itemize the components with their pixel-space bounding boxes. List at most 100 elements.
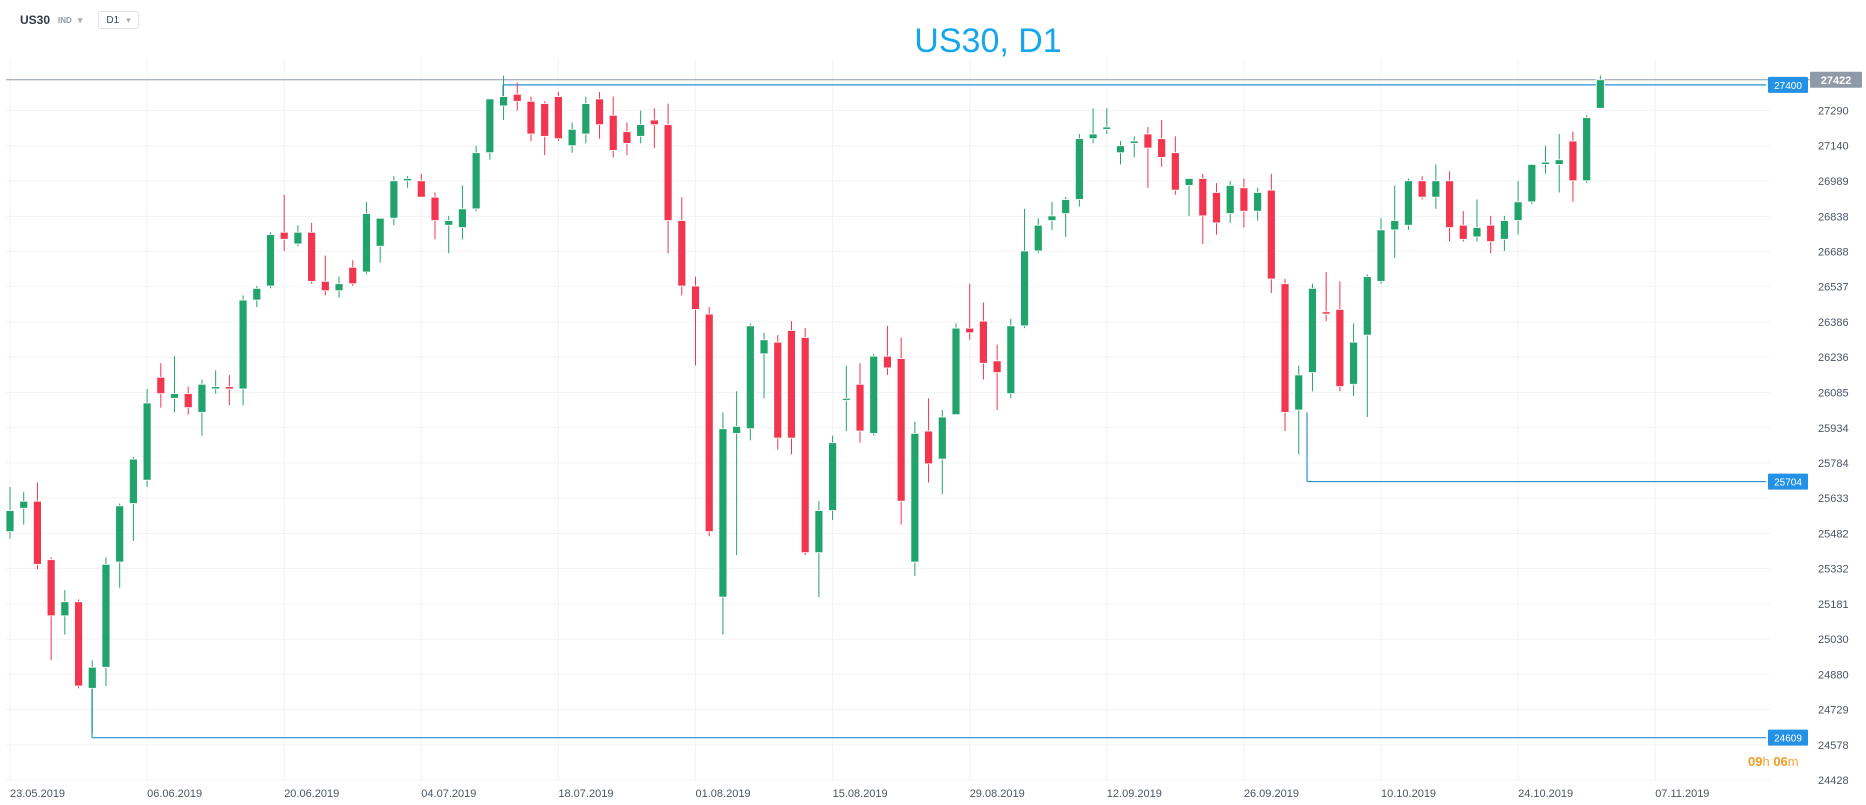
candle-body bbox=[60, 601, 70, 617]
candle-body bbox=[156, 376, 166, 395]
candle-body bbox=[115, 505, 125, 563]
candle-body bbox=[554, 96, 563, 140]
candle-body bbox=[910, 432, 920, 563]
candle-body bbox=[170, 393, 179, 399]
candle-body bbox=[1074, 138, 1084, 200]
candle-body bbox=[1513, 201, 1523, 221]
candle-body bbox=[1116, 145, 1125, 154]
grid-layer bbox=[6, 58, 1770, 781]
candle-body bbox=[1033, 224, 1043, 252]
candle-body bbox=[869, 355, 879, 434]
chart-title: US30, D1 bbox=[914, 22, 1061, 60]
candle-body bbox=[1102, 126, 1112, 130]
candle-body bbox=[1129, 140, 1139, 144]
x-axis-tick-label: 29.08.2019 bbox=[970, 788, 1025, 800]
candle-body bbox=[924, 430, 933, 465]
y-axis-tick-label: 25332 bbox=[1818, 564, 1849, 576]
candle-body bbox=[1527, 164, 1537, 203]
timer-minute-unit: m bbox=[1787, 754, 1799, 769]
candle-body bbox=[745, 325, 755, 430]
candle-body bbox=[197, 383, 207, 413]
candle-body bbox=[1458, 224, 1468, 240]
candle-body bbox=[403, 178, 412, 182]
candle-body bbox=[1404, 180, 1413, 226]
candle-body bbox=[1184, 178, 1194, 186]
price-level-label: 25704 bbox=[1774, 478, 1802, 489]
candle-body bbox=[526, 100, 536, 135]
candle-body bbox=[800, 337, 810, 554]
candle-body bbox=[979, 320, 988, 364]
candle-body bbox=[1335, 309, 1345, 388]
candle-body bbox=[649, 119, 659, 126]
price-level-badge bbox=[1768, 729, 1808, 746]
symbol-selector[interactable]: US30 IND ▾ bbox=[20, 13, 82, 27]
candle-body bbox=[348, 266, 358, 285]
candle-body bbox=[622, 131, 632, 144]
candle-body bbox=[896, 358, 906, 502]
y-axis-tick-label: 27140 bbox=[1818, 141, 1849, 153]
candle-body bbox=[252, 287, 262, 301]
chevron-down-icon: ▾ bbox=[77, 14, 83, 25]
candle-body bbox=[828, 442, 837, 511]
candle-body bbox=[841, 397, 851, 401]
candle-body bbox=[677, 220, 687, 287]
x-axis-tick-label: 24.10.2019 bbox=[1518, 788, 1573, 800]
candle-body bbox=[1349, 341, 1358, 385]
candle-body bbox=[965, 327, 975, 334]
y-axis-tick-label: 25030 bbox=[1818, 634, 1849, 646]
y-axis-tick-label: 26688 bbox=[1818, 246, 1849, 258]
x-axis-tick-label: 26.09.2019 bbox=[1244, 788, 1299, 800]
candle-body bbox=[1225, 185, 1235, 214]
y-axis-tick-label: 24880 bbox=[1818, 669, 1849, 681]
timeframe-selector[interactable]: D1 ▾ bbox=[98, 11, 139, 29]
candle-body bbox=[1280, 283, 1290, 413]
labels-layer: 24428 24578 24729 24880 25030 25181 25332 25482… bbox=[10, 71, 1862, 800]
candle-body bbox=[444, 220, 454, 226]
candle-body bbox=[1294, 374, 1304, 411]
candle-body bbox=[883, 355, 892, 369]
candle-body bbox=[1431, 180, 1441, 198]
session-timer: 09h 06m bbox=[1748, 754, 1799, 769]
candle-body bbox=[224, 386, 234, 390]
candle-body bbox=[1541, 161, 1550, 165]
candle-body bbox=[691, 285, 700, 310]
candle-body bbox=[266, 234, 275, 287]
candle-body bbox=[608, 114, 618, 151]
chart-toolbar: US30 IND ▾ D1 ▾ bbox=[0, 0, 420, 40]
candle-body bbox=[567, 128, 577, 147]
candles-layer bbox=[5, 75, 1605, 733]
candle-body bbox=[499, 96, 508, 107]
candle-body bbox=[663, 124, 673, 221]
candle-body bbox=[1321, 311, 1331, 315]
x-axis-tick-label: 07.11.2019 bbox=[1655, 788, 1709, 800]
candle-body bbox=[1390, 220, 1400, 231]
candle-body bbox=[814, 510, 824, 554]
candle-body bbox=[1417, 180, 1427, 198]
y-axis-tick-label: 24578 bbox=[1818, 740, 1849, 752]
timer-minutes: 06 bbox=[1773, 754, 1788, 769]
candle-body bbox=[1212, 192, 1221, 224]
candle-body bbox=[362, 213, 371, 273]
candle-body bbox=[375, 217, 385, 247]
candle-body bbox=[581, 103, 591, 135]
candle-body bbox=[759, 339, 769, 355]
candle-body bbox=[540, 103, 550, 137]
candle-body bbox=[1445, 180, 1454, 228]
candle-body bbox=[732, 425, 742, 434]
candle-body bbox=[307, 231, 317, 282]
candle-body bbox=[389, 180, 399, 219]
symbol-label: US30 bbox=[20, 13, 51, 27]
price-level-badge bbox=[1768, 473, 1808, 490]
chevron-down-icon: ▾ bbox=[126, 14, 131, 25]
candle-body bbox=[951, 327, 961, 416]
y-axis-tick-label: 26236 bbox=[1818, 352, 1849, 364]
candle-body bbox=[855, 383, 865, 432]
candle-body bbox=[1020, 250, 1029, 327]
candle-body bbox=[33, 500, 42, 565]
candle-body bbox=[183, 393, 193, 409]
candle-body bbox=[1253, 192, 1263, 212]
timeframe-label: D1 bbox=[106, 14, 120, 26]
candle-body bbox=[1239, 187, 1249, 212]
